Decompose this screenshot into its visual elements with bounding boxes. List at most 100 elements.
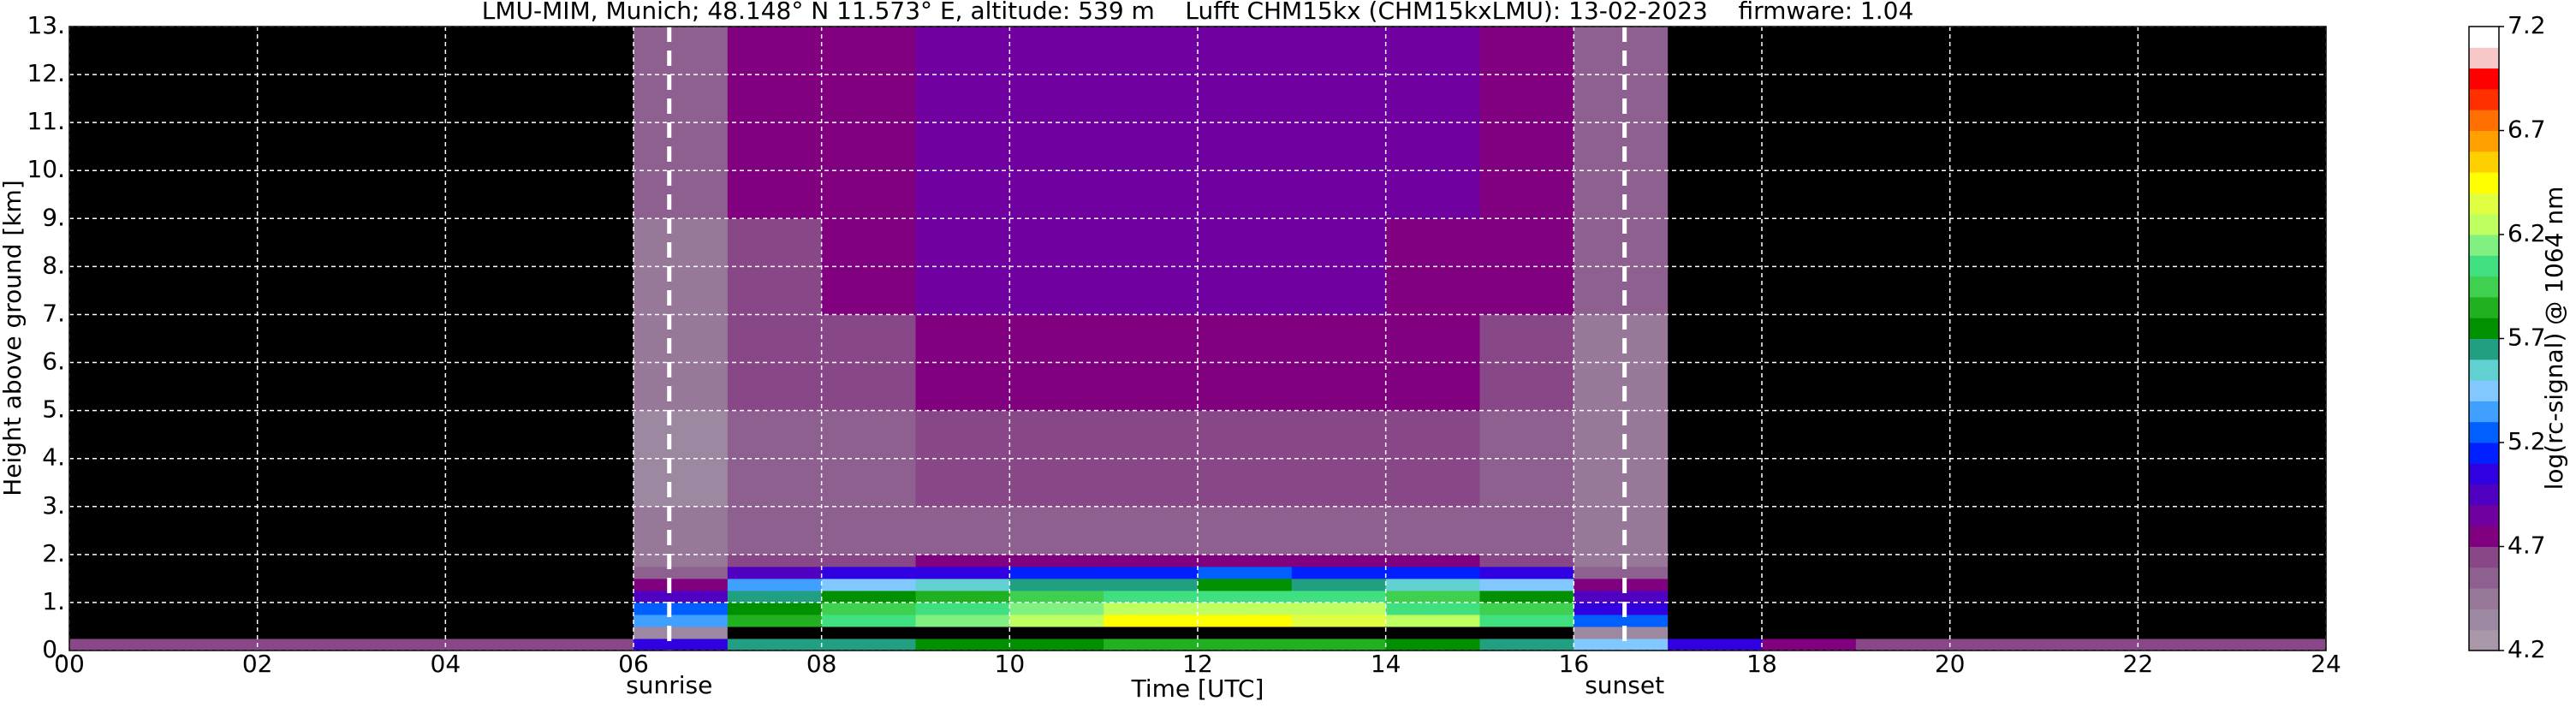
x-tick-label: 10	[995, 650, 1026, 678]
heat-cell	[257, 638, 352, 651]
heat-cell	[1762, 590, 1857, 603]
heat-cell	[2232, 626, 2327, 639]
heat-cell	[1949, 602, 2044, 615]
heat-cell	[1574, 578, 1669, 591]
heat-cell	[1855, 578, 1951, 591]
heat-cell	[1385, 554, 1480, 567]
heat-cell	[727, 578, 823, 591]
colorbar-swatch	[2469, 130, 2499, 152]
heat-cell	[821, 554, 916, 567]
colorbar-tick-label: 4.2	[2508, 635, 2546, 663]
x-tick-label: 06	[618, 650, 649, 678]
heat-cell	[821, 27, 916, 123]
heat-cell	[445, 638, 540, 651]
heat-cell	[821, 602, 916, 615]
heat-cell	[727, 638, 823, 651]
y-tick-label: 1.	[42, 587, 65, 615]
heat-cell	[69, 638, 164, 651]
x-tick-label: 02	[242, 650, 273, 678]
heat-cell	[727, 614, 823, 627]
heat-cell	[1385, 578, 1480, 591]
y-tick-label: 7.	[42, 299, 65, 327]
x-tick-label: 04	[431, 650, 461, 678]
heat-cell	[351, 566, 446, 579]
heat-cell	[727, 566, 823, 579]
colorbar-swatch	[2469, 359, 2499, 381]
heat-cell	[1009, 614, 1104, 627]
heat-cell	[69, 590, 164, 603]
heat-cell	[1198, 506, 1293, 556]
heat-cell	[1855, 506, 1951, 556]
heat-cell	[351, 626, 446, 639]
heat-cell	[1009, 602, 1104, 615]
heat-cell	[1385, 506, 1480, 556]
heat-cell	[539, 638, 634, 651]
heat-cell	[821, 122, 916, 219]
heat-cell	[1291, 218, 1387, 315]
heat-cell	[1479, 578, 1574, 591]
heat-cell	[257, 602, 352, 615]
heat-cell	[1762, 554, 1857, 567]
heat-cell	[2044, 590, 2139, 603]
heat-cell	[351, 122, 446, 219]
heat-cell	[351, 218, 446, 315]
heat-cell	[821, 638, 916, 651]
heat-cell	[1104, 590, 1199, 603]
heat-cell	[821, 614, 916, 627]
heat-cell	[539, 578, 634, 591]
plot-frame	[68, 26, 2327, 651]
heat-cell	[1479, 554, 1574, 567]
heat-cell	[1855, 602, 1951, 615]
heat-cell	[634, 626, 729, 639]
heat-cell	[1198, 638, 1293, 651]
heat-cell	[69, 626, 164, 639]
heat-cell	[821, 566, 916, 579]
colorbar-swatch	[2469, 276, 2499, 298]
heat-cell	[1479, 590, 1574, 603]
heat-cell	[2232, 566, 2327, 579]
heat-cell	[1104, 638, 1199, 651]
heat-cell	[1855, 638, 1951, 651]
heat-cell	[1385, 614, 1480, 627]
heat-cell	[1668, 602, 1763, 615]
heat-cell	[351, 314, 446, 412]
colorbar-swatch	[2469, 255, 2499, 277]
heat-cell	[1668, 626, 1763, 639]
heat-cell	[727, 506, 823, 556]
heat-cell	[1668, 578, 1763, 591]
heat-cell	[163, 602, 259, 615]
colorbar-swatch	[2469, 463, 2499, 485]
heat-cell	[2232, 218, 2327, 315]
annotation-label: sunrise	[626, 671, 712, 699]
heat-cell	[1479, 638, 1574, 651]
y-tick-label: 10.	[27, 155, 65, 183]
colorbar-swatch	[2469, 193, 2499, 215]
heat-cell	[2138, 554, 2233, 567]
heat-cell	[69, 578, 164, 591]
heat-cell	[257, 566, 352, 579]
heat-cell	[915, 602, 1010, 615]
heat-cell	[351, 638, 446, 651]
heat-cell	[1574, 554, 1669, 567]
heat-cell	[1762, 614, 1857, 627]
heat-cell	[2138, 602, 2233, 615]
heat-cell	[915, 614, 1010, 627]
annotation-label: sunset	[1585, 671, 1664, 699]
x-tick-label: 12	[1182, 650, 1213, 678]
heat-cell	[1385, 626, 1480, 639]
heat-cell	[1574, 626, 1669, 639]
heat-cell	[2044, 614, 2139, 627]
heat-cell	[1198, 590, 1293, 603]
heat-cell	[1198, 566, 1293, 579]
heat-cell	[69, 506, 164, 556]
heat-cell	[2232, 578, 2327, 591]
heat-cell	[539, 602, 634, 615]
heat-cell	[1668, 614, 1763, 627]
heat-cell	[1291, 554, 1387, 567]
x-tick-label: 14	[1371, 650, 1401, 678]
heat-cell	[1479, 506, 1574, 556]
heat-cell	[2044, 578, 2139, 591]
heat-cell	[1762, 314, 1857, 412]
heat-cell	[69, 554, 164, 567]
